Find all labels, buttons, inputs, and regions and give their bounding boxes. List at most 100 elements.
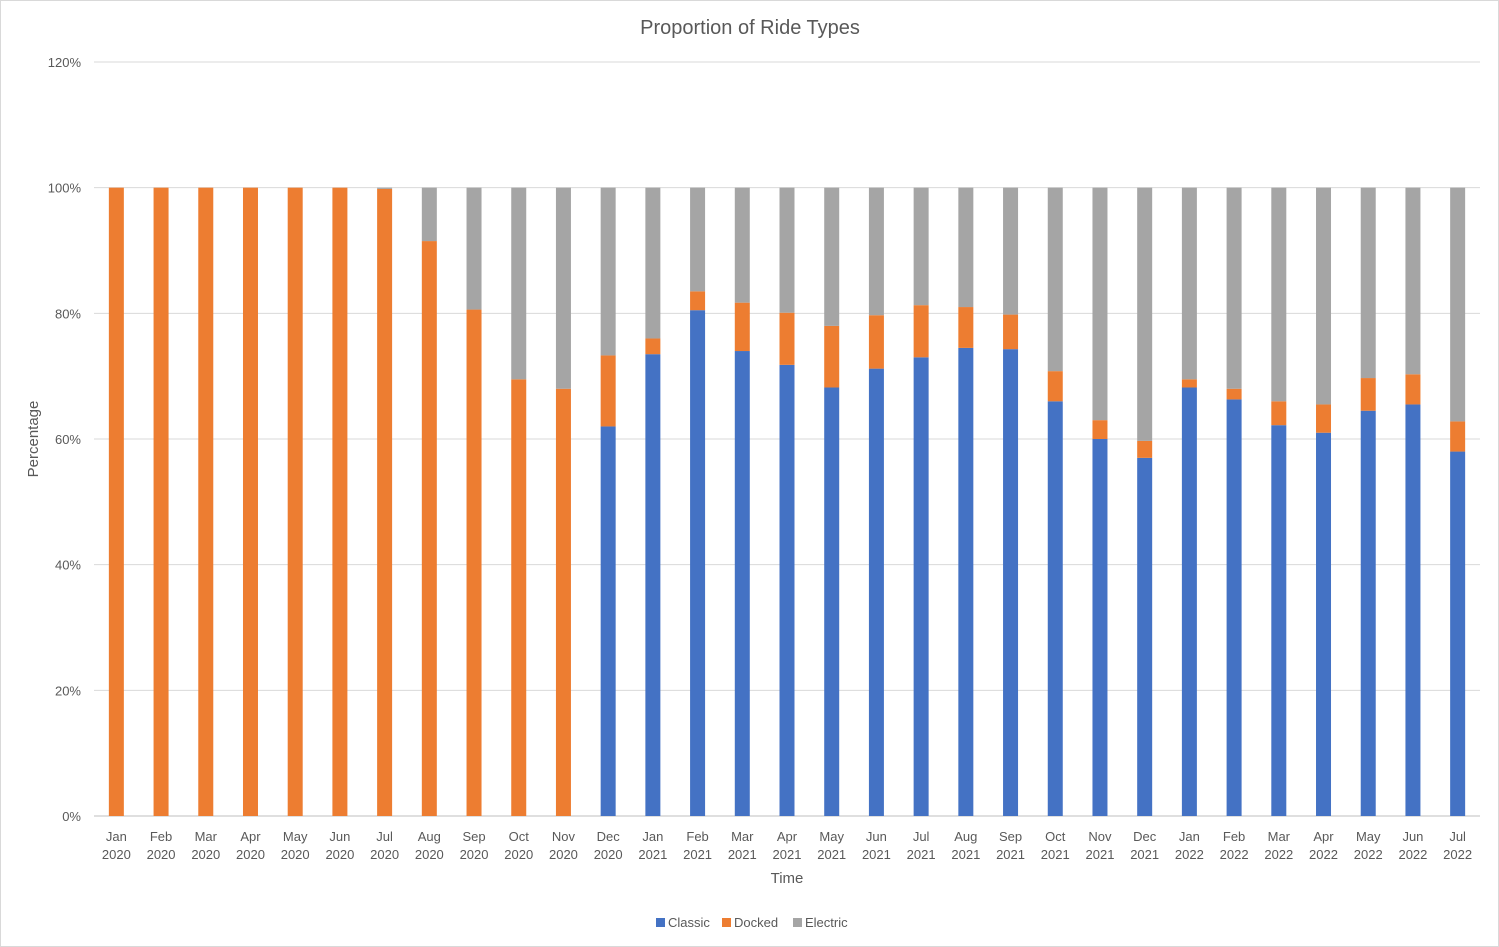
x-tick-year: 2021 bbox=[728, 847, 757, 862]
bar-docked bbox=[690, 291, 706, 311]
x-tick-month: Feb bbox=[1223, 829, 1245, 844]
bar-classic bbox=[824, 387, 840, 816]
x-axis-ticks: Jan 2020 Feb 2020 Mar 2020 Apr 2020 May 2020 Jun 20… bbox=[102, 829, 1472, 862]
legend-swatch-docked bbox=[722, 918, 731, 927]
bar-docked bbox=[1405, 374, 1421, 405]
bar-docked bbox=[1181, 379, 1197, 388]
bar-classic bbox=[690, 310, 706, 816]
x-tick-month: Mar bbox=[195, 829, 218, 844]
bar-classic bbox=[913, 357, 929, 816]
y-axis-title: Percentage bbox=[25, 401, 42, 478]
x-tick-year: 2020 bbox=[236, 847, 265, 862]
x-tick-year: 2021 bbox=[996, 847, 1025, 862]
x-tick-month: Jun bbox=[866, 829, 887, 844]
x-tick-year: 2021 bbox=[773, 847, 802, 862]
bar-docked bbox=[555, 388, 571, 816]
bar-electric bbox=[1226, 187, 1242, 389]
x-tick-month: Feb bbox=[686, 829, 708, 844]
bar-electric bbox=[1181, 187, 1197, 380]
bar-docked bbox=[421, 241, 437, 816]
x-tick-year: 2020 bbox=[504, 847, 533, 862]
x-tick-year: 2022 bbox=[1175, 847, 1204, 862]
legend-label-classic: Classic bbox=[668, 915, 710, 930]
x-tick-year: 2021 bbox=[683, 847, 712, 862]
x-tick-month: Jul bbox=[376, 829, 393, 844]
x-tick-year: 2021 bbox=[862, 847, 891, 862]
bar-classic bbox=[734, 351, 750, 816]
x-tick-year: 2021 bbox=[1086, 847, 1115, 862]
legend-swatch-classic bbox=[656, 918, 665, 927]
bar-classic bbox=[1360, 410, 1376, 816]
bar-docked bbox=[1271, 401, 1287, 426]
bar-electric bbox=[690, 187, 706, 292]
x-tick-year: 2022 bbox=[1398, 847, 1427, 862]
bar-electric bbox=[1450, 187, 1466, 422]
x-tick-month: Apr bbox=[240, 829, 261, 844]
x-tick-month: Apr bbox=[1313, 829, 1334, 844]
x-tick-year: 2020 bbox=[191, 847, 220, 862]
x-tick-month: Dec bbox=[1133, 829, 1157, 844]
legend-label-electric: Electric bbox=[805, 915, 848, 930]
bar-docked bbox=[734, 302, 750, 352]
bar-docked bbox=[242, 187, 258, 816]
y-tick-label: 120% bbox=[48, 55, 82, 70]
bar-electric bbox=[1092, 187, 1108, 421]
y-tick-label: 100% bbox=[48, 181, 82, 196]
bar-docked bbox=[1360, 378, 1376, 411]
y-tick-label: 40% bbox=[55, 558, 81, 573]
x-tick-month: Aug bbox=[418, 829, 441, 844]
bar-electric bbox=[1271, 187, 1287, 402]
x-tick-year: 2022 bbox=[1354, 847, 1383, 862]
bar-classic bbox=[1092, 439, 1108, 816]
bar-electric bbox=[1137, 187, 1153, 441]
x-tick-month: May bbox=[283, 829, 308, 844]
bar-docked bbox=[287, 187, 303, 816]
x-tick-year: 2020 bbox=[281, 847, 310, 862]
x-tick-month: Dec bbox=[597, 829, 621, 844]
bar-electric bbox=[511, 187, 527, 380]
bar-classic bbox=[1271, 425, 1287, 816]
bar-electric bbox=[600, 187, 616, 356]
x-tick-month: Jun bbox=[329, 829, 350, 844]
x-tick-year: 2020 bbox=[594, 847, 623, 862]
bar-classic bbox=[868, 368, 884, 816]
x-tick-month: Nov bbox=[1088, 829, 1112, 844]
bar-classic bbox=[645, 354, 661, 816]
x-tick-month: Jan bbox=[106, 829, 127, 844]
bar-docked bbox=[332, 187, 348, 816]
x-tick-month: Jul bbox=[1449, 829, 1466, 844]
bar-electric bbox=[645, 187, 661, 339]
bar-classic bbox=[1316, 432, 1332, 816]
bar-docked bbox=[466, 309, 482, 816]
bar-electric bbox=[734, 187, 750, 303]
x-tick-year: 2022 bbox=[1264, 847, 1293, 862]
x-tick-month: Sep bbox=[999, 829, 1022, 844]
chart-title: Proportion of Ride Types bbox=[640, 17, 860, 39]
bar-electric bbox=[1003, 187, 1019, 315]
x-tick-year: 2020 bbox=[147, 847, 176, 862]
bar-docked bbox=[1003, 314, 1019, 350]
bar-docked bbox=[108, 187, 124, 816]
legend-label-docked: Docked bbox=[734, 915, 778, 930]
x-tick-year: 2022 bbox=[1443, 847, 1472, 862]
x-tick-year: 2021 bbox=[1041, 847, 1070, 862]
x-tick-year: 2021 bbox=[1130, 847, 1159, 862]
bar-docked bbox=[1092, 420, 1108, 439]
x-tick-year: 2022 bbox=[1309, 847, 1338, 862]
x-tick-year: 2020 bbox=[549, 847, 578, 862]
x-tick-year: 2022 bbox=[1220, 847, 1249, 862]
x-tick-month: Nov bbox=[552, 829, 576, 844]
y-axis-ticks: 0% 20% 40% 60% 80% 100% 120% bbox=[48, 55, 82, 824]
x-tick-month: Oct bbox=[509, 829, 530, 844]
bar-electric bbox=[555, 187, 571, 389]
bar-electric bbox=[868, 187, 884, 316]
bar-classic bbox=[600, 426, 616, 816]
bar-docked bbox=[779, 312, 795, 365]
y-tick-label: 60% bbox=[55, 432, 81, 447]
bar-docked bbox=[198, 187, 214, 816]
x-tick-year: 2020 bbox=[460, 847, 489, 862]
legend: Classic Docked Electric bbox=[656, 915, 848, 930]
bar-docked bbox=[1047, 371, 1063, 402]
bar-docked bbox=[1450, 421, 1466, 452]
